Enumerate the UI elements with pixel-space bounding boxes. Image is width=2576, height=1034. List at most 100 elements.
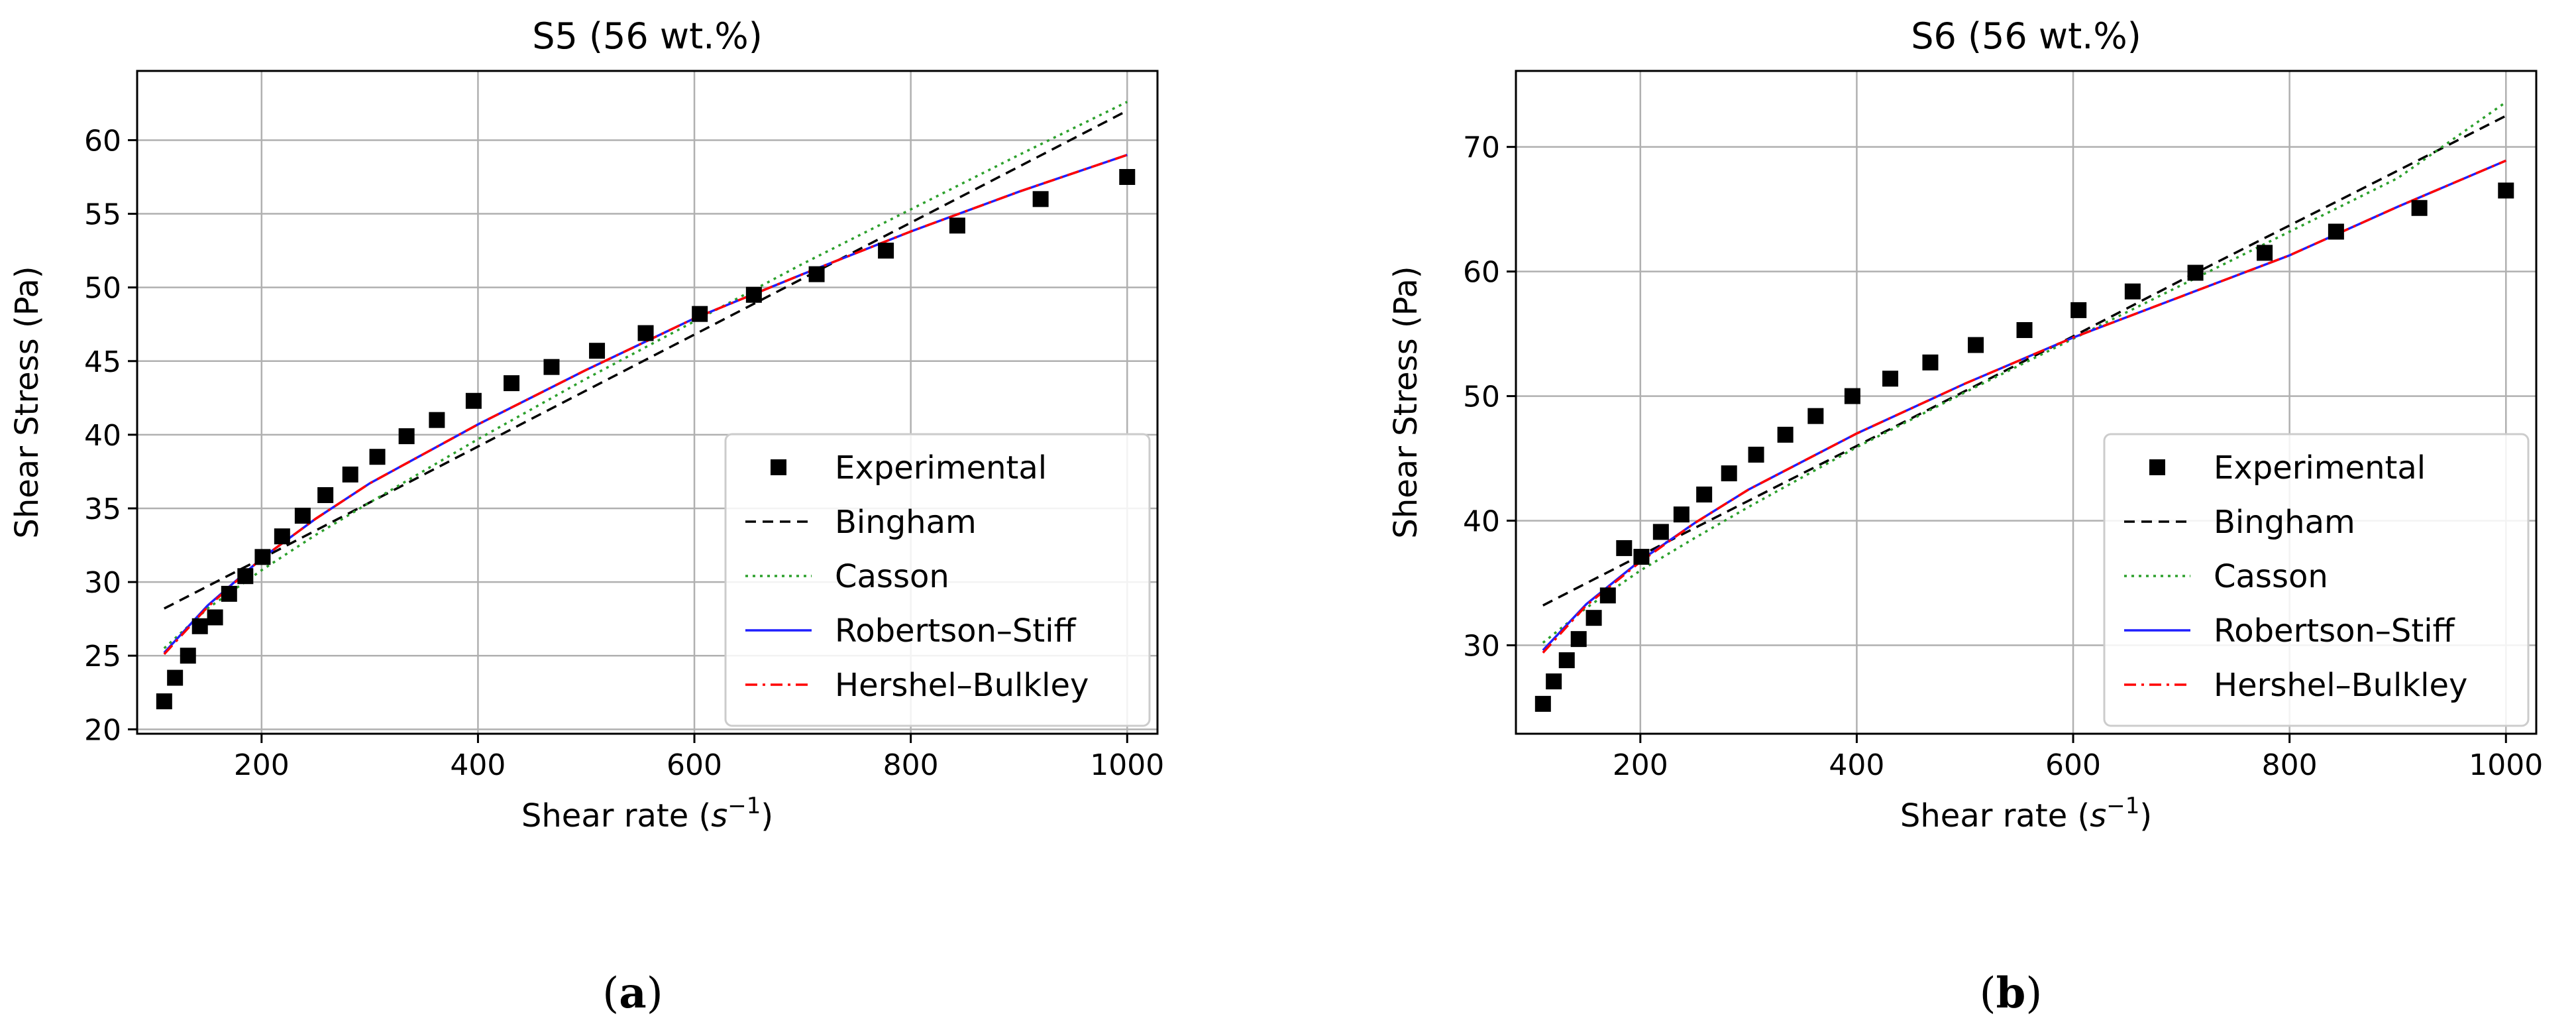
experimental-point <box>2070 302 2087 318</box>
x-tick-label: 200 <box>1613 748 1668 782</box>
experimental-point <box>1696 487 1713 503</box>
experimental-point <box>1546 673 1562 690</box>
experimental-point <box>180 648 196 664</box>
caption-a: (a) <box>602 968 663 1018</box>
legend-entry-label: Experimental <box>835 449 1047 487</box>
experimental-point <box>221 585 237 602</box>
experimental-point <box>342 466 358 483</box>
y-axis-label: Shear Stress (Pa) <box>9 266 46 538</box>
legend: Experimental Bingham Casson Robertson–Stiff… <box>724 433 1151 727</box>
experimental-point <box>589 343 606 359</box>
axes-frame <box>136 70 1159 735</box>
y-tick-label: 60 <box>1463 256 1500 290</box>
experimental-point <box>1558 652 1575 669</box>
series-group <box>1534 101 2514 712</box>
x-tick-label: 600 <box>667 748 722 782</box>
x-tick-label: 1000 <box>1090 748 1164 782</box>
caption-b-close: ) <box>2025 969 2042 1018</box>
x-tick-label: 400 <box>450 748 506 782</box>
bingham-line <box>164 109 1128 610</box>
x-tick-label: 800 <box>2262 748 2318 782</box>
experimental-point <box>429 412 445 428</box>
x-tick-label: 800 <box>883 748 939 782</box>
hershel-bulkley-line <box>1542 159 2506 654</box>
legend-entry-label: Robertson–Stiff <box>835 612 1077 650</box>
caption-b-label: b <box>1996 968 2026 1018</box>
series-group <box>156 101 1136 710</box>
experimental-point <box>637 325 654 341</box>
experimental-point <box>808 266 825 282</box>
experimental-point <box>1673 506 1690 523</box>
x-axis-unit: s <box>2090 797 2106 834</box>
legend-swatch-marker <box>2149 459 2165 475</box>
legend-entry-label: Bingham <box>835 504 977 541</box>
hershel-bulkley-line <box>163 154 1128 656</box>
caption-a-open: ( <box>602 969 619 1018</box>
experimental-point <box>2016 321 2033 338</box>
legend-box <box>2103 433 2530 727</box>
y-tick-label: 70 <box>1463 131 1500 165</box>
caption-b: (b) <box>1980 968 2043 1018</box>
legend-entry-label: Casson <box>2214 558 2328 595</box>
x-axis-label-close: ) <box>2139 797 2152 834</box>
x-axis-label-open: ( <box>688 797 711 834</box>
caption-a-label: a <box>619 968 646 1018</box>
experimental-point <box>369 449 386 465</box>
experimental-point <box>1633 549 1650 565</box>
x-tick-label: 400 <box>1829 748 1884 782</box>
legend-entry-label: Experimental <box>2214 449 2426 487</box>
x-axis-label-open: ( <box>2067 797 2090 834</box>
axes-frame <box>1515 70 2538 735</box>
legend-entry-label: Hershel–Bulkley <box>835 667 1089 704</box>
legend-entry-label: Casson <box>835 558 949 595</box>
experimental-point <box>1807 408 1824 424</box>
x-axis-label-close: ) <box>761 797 773 834</box>
experimental-point <box>2257 245 2273 261</box>
experimental-point <box>543 359 560 375</box>
experimental-point <box>237 568 254 585</box>
experimental-point <box>692 306 708 322</box>
experimental-point <box>274 528 290 545</box>
x-axis-unit-exp: −1 <box>2106 793 2139 819</box>
x-axis-label: Shear rate (s−1) <box>1900 793 2152 834</box>
chart-panel-a: 200 400 600 800 1000 20 25 30 35 40 45 50 55 60 S5 (56… <box>9 15 1164 834</box>
y-axis-label: Shear Stress (Pa) <box>1387 266 1424 538</box>
y-tick-label: 35 <box>84 492 121 526</box>
experimental-point <box>1922 354 1939 371</box>
legend-entry-label: Hershel–Bulkley <box>2214 667 2467 704</box>
x-axis-unit: s <box>711 797 727 834</box>
experimental-point <box>465 392 482 409</box>
experimental-point <box>1844 388 1860 404</box>
experimental-point <box>1721 465 1737 482</box>
y-tick-label: 50 <box>84 272 121 306</box>
experimental-point <box>1534 695 1551 712</box>
experimental-point <box>1882 371 1899 387</box>
x-axis-label: Shear rate (s−1) <box>521 793 773 834</box>
experimental-point <box>317 487 334 503</box>
chart-title: S6 (56 wt.%) <box>1911 15 2141 57</box>
y-tick-label: 45 <box>84 345 121 379</box>
experimental-point <box>254 549 271 565</box>
experimental-point <box>504 375 520 392</box>
experimental-point <box>1570 631 1587 648</box>
x-axis-unit-exp: −1 <box>727 793 761 819</box>
experimental-point <box>1748 446 1764 463</box>
experimental-point <box>949 217 965 234</box>
legend-entry-label: Robertson–Stiff <box>2214 612 2455 650</box>
experimental-point <box>1968 337 1984 353</box>
chart-title: S5 (56 wt.%) <box>532 15 763 57</box>
experimental-point <box>207 609 223 626</box>
x-tick-label: 600 <box>2045 748 2101 782</box>
legend-swatch-marker <box>771 459 786 475</box>
legend: Experimental Bingham Casson Robertson–Stiff… <box>2103 433 2530 727</box>
experimental-point <box>1599 587 1616 604</box>
experimental-point <box>1616 540 1633 556</box>
chart-panel-b: 200 400 600 800 1000 30 40 50 60 70 S6 (56 wt.%) Sh… <box>1387 15 2543 834</box>
y-tick-label: 25 <box>84 640 121 673</box>
experimental-point <box>2124 283 2141 300</box>
experimental-point <box>398 428 415 445</box>
y-tick-label: 40 <box>84 419 121 453</box>
x-tick-label: 1000 <box>2469 748 2543 782</box>
x-axis-label-text: Shear rate <box>521 797 688 834</box>
casson-line <box>1542 101 2507 644</box>
